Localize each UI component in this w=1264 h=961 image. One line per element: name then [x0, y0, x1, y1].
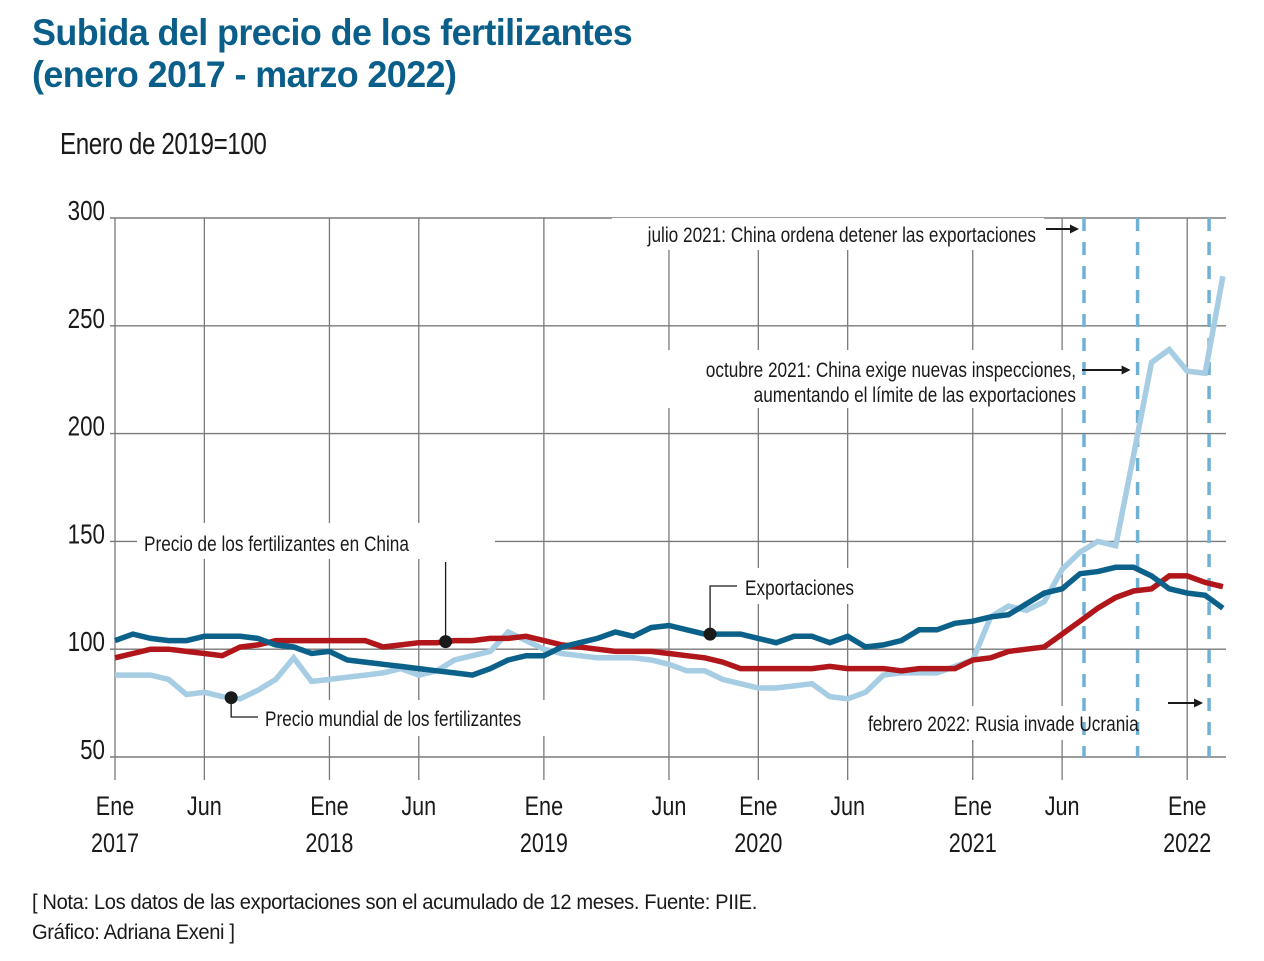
x-tick-label: Ene: [1168, 792, 1206, 822]
series-label-exports: Exportaciones: [745, 578, 854, 601]
source-note-line-1: [ Nota: Los datos de las exportaciones s…: [32, 891, 757, 914]
series-labels: Precio de los fertilizantes en China Prec…: [144, 224, 1204, 737]
x-tick-label: Jun: [1045, 792, 1080, 822]
series-label-china-price: Precio de los fertilizantes en China: [144, 534, 409, 557]
event-label-october-2021-line-2: aumentando el límite de las exportacione…: [754, 385, 1076, 408]
x-tick-label: Ene: [739, 792, 777, 822]
label-background: [622, 350, 1078, 408]
chart-subtitle: Enero de 2019=100: [60, 126, 267, 161]
x-tick-year-label: 2018: [305, 829, 353, 859]
y-tick-label: 250: [68, 304, 105, 335]
series-label-world-price: Precio mundial de los fertilizantes: [265, 709, 521, 732]
y-tick-label: 150: [68, 519, 105, 550]
label-background: [738, 568, 888, 604]
chart-title: Subida del precio de los fertilizantes (…: [32, 12, 633, 96]
x-tick-year-label: 2017: [91, 829, 139, 859]
x-tick-year-label: 2019: [520, 829, 568, 859]
x-tick-label: Ene: [96, 792, 134, 822]
leader-line: [709, 585, 737, 635]
label-background: [862, 706, 1162, 740]
y-tick-label: 100: [68, 627, 105, 658]
x-tick-label: Jun: [401, 792, 436, 822]
x-tick-year-label: 2022: [1163, 829, 1211, 859]
y-tick-label: 200: [68, 411, 105, 442]
label-dot: [224, 691, 238, 705]
event-label-july-2021: julio 2021: China ordena detener las exp…: [647, 225, 1036, 248]
x-tick-label: Ene: [310, 792, 348, 822]
x-tick-year-label: 2020: [734, 829, 782, 859]
label-background: [258, 700, 610, 736]
series-line-exports: [114, 564, 1225, 678]
x-tick-label: Jun: [830, 792, 865, 822]
x-tick-label: Jun: [187, 792, 222, 822]
vertical-gridlines: [114, 218, 1188, 780]
x-tick-label: Ene: [954, 792, 992, 822]
label-background: [137, 523, 495, 559]
source-note: [ Nota: Los datos de las exportaciones s…: [32, 888, 757, 948]
arrowhead-icon: [1069, 224, 1079, 234]
x-axis-ticks: Ene 2017 Jun Ene 2018 Jun Ene 2019 Jun Ene 2020 Jun…: [91, 792, 1211, 859]
y-tick-label: 300: [68, 196, 105, 227]
label-background: [612, 218, 1044, 250]
chart-title-line-1: Subida del precio de los fertilizantes: [32, 12, 633, 53]
y-tick-label: 50: [80, 735, 105, 766]
arrowhead-icon: [1194, 698, 1204, 708]
x-tick-label: Ene: [525, 792, 563, 822]
label-dot: [439, 635, 453, 649]
event-lines: [1082, 218, 1211, 757]
arrowhead-icon: [1121, 365, 1131, 375]
source-note-line-2: Gráfico: Adriana Exeni ]: [32, 921, 235, 944]
event-label-october-2021-line-1: octubre 2021: China exige nuevas inspecc…: [706, 360, 1076, 383]
y-axis-ticks: 50 100 150 200 250 300: [68, 196, 105, 766]
series-line-china_price: [114, 573, 1224, 674]
label-dot: [703, 627, 717, 641]
label-backgrounds: [137, 218, 1162, 740]
chart-title-line-2: (enero 2017 - marzo 2022): [32, 54, 457, 95]
series-line-world_price: [115, 275, 1226, 702]
event-label-february-2022: febrero 2022: Rusia invade Ucrania: [868, 714, 1139, 737]
x-tick-label: Jun: [652, 792, 687, 822]
x-tick-year-label: 2021: [949, 829, 997, 859]
series-lines: [114, 275, 1226, 702]
